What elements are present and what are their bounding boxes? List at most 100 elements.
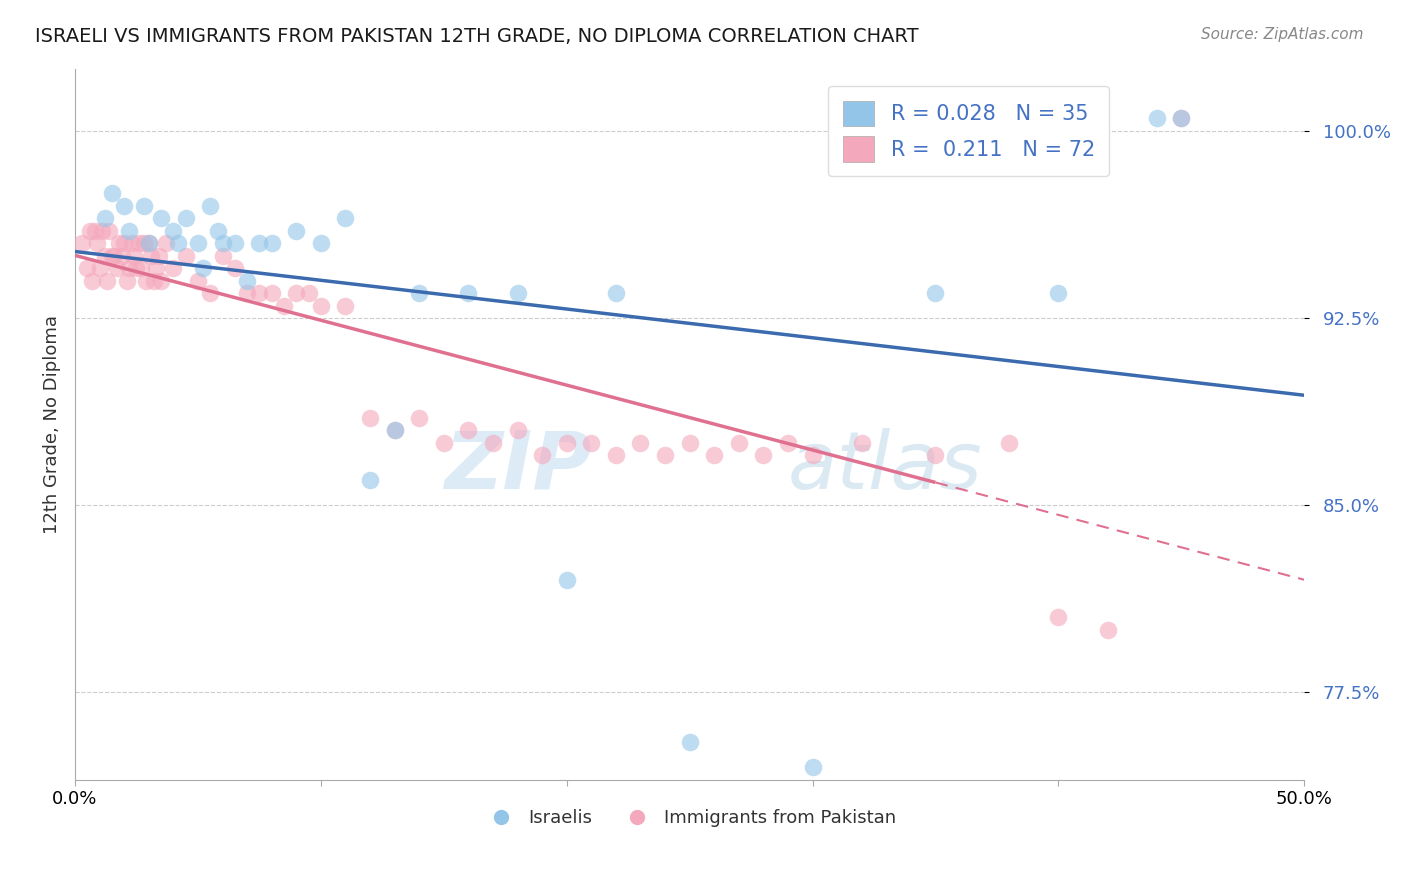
Point <box>752 448 775 462</box>
Point <box>1097 623 1119 637</box>
Point <box>1170 112 1192 126</box>
Point <box>703 448 725 462</box>
Point <box>384 423 406 437</box>
Point <box>1146 112 1168 126</box>
Point <box>297 286 319 301</box>
Point <box>138 236 160 251</box>
Point <box>1170 112 1192 126</box>
Point <box>93 211 115 226</box>
Point <box>309 236 332 251</box>
Point <box>801 760 824 774</box>
Point <box>72 236 94 251</box>
Point <box>96 274 118 288</box>
Point <box>224 236 246 251</box>
Point <box>187 274 209 288</box>
Point <box>155 236 177 251</box>
Point <box>555 573 578 587</box>
Point <box>135 274 157 288</box>
Point <box>260 236 283 251</box>
Point <box>112 236 135 251</box>
Point <box>285 224 308 238</box>
Point <box>581 435 603 450</box>
Point <box>76 261 98 276</box>
Point <box>1047 610 1070 624</box>
Point <box>145 261 167 276</box>
Point <box>924 286 946 301</box>
Point <box>132 199 155 213</box>
Point <box>101 249 124 263</box>
Point <box>678 735 700 749</box>
Point <box>79 224 101 238</box>
Point <box>207 224 229 238</box>
Point <box>1047 286 1070 301</box>
Point <box>359 473 381 487</box>
Point <box>224 261 246 276</box>
Point <box>167 236 190 251</box>
Point <box>654 448 676 462</box>
Point <box>457 423 479 437</box>
Point <box>408 410 430 425</box>
Point <box>605 448 627 462</box>
Point <box>211 249 233 263</box>
Point <box>506 423 529 437</box>
Point <box>142 274 165 288</box>
Point <box>776 435 799 450</box>
Point <box>998 435 1021 450</box>
Y-axis label: 12th Grade, No Diploma: 12th Grade, No Diploma <box>44 315 60 533</box>
Point <box>101 186 124 201</box>
Point <box>630 435 652 450</box>
Point <box>118 261 141 276</box>
Point <box>98 224 121 238</box>
Text: ZIP: ZIP <box>444 428 592 506</box>
Point <box>555 435 578 450</box>
Point <box>200 199 222 213</box>
Point <box>138 236 160 251</box>
Point <box>111 249 134 263</box>
Point <box>211 236 233 251</box>
Point <box>132 236 155 251</box>
Point <box>727 435 749 450</box>
Point <box>285 286 308 301</box>
Point <box>150 211 173 226</box>
Point <box>335 299 357 313</box>
Point <box>482 435 505 450</box>
Legend: Israelis, Immigrants from Pakistan: Israelis, Immigrants from Pakistan <box>475 802 904 835</box>
Point <box>506 286 529 301</box>
Point <box>236 286 259 301</box>
Point <box>150 274 173 288</box>
Text: Source: ZipAtlas.com: Source: ZipAtlas.com <box>1201 27 1364 42</box>
Point <box>260 286 283 301</box>
Point <box>309 299 332 313</box>
Point <box>83 224 105 238</box>
Point <box>247 236 270 251</box>
Point <box>162 261 184 276</box>
Point <box>801 448 824 462</box>
Point <box>457 286 479 301</box>
Point <box>89 261 111 276</box>
Point <box>174 211 197 226</box>
Point <box>247 286 270 301</box>
Point <box>531 448 554 462</box>
Point <box>162 224 184 238</box>
Point <box>236 274 259 288</box>
Point <box>335 211 357 226</box>
Text: ISRAELI VS IMMIGRANTS FROM PAKISTAN 12TH GRADE, NO DIPLOMA CORRELATION CHART: ISRAELI VS IMMIGRANTS FROM PAKISTAN 12TH… <box>35 27 918 45</box>
Point <box>174 249 197 263</box>
Point <box>433 435 456 450</box>
Point <box>122 249 145 263</box>
Point <box>118 224 141 238</box>
Point <box>408 286 430 301</box>
Point <box>115 274 138 288</box>
Point <box>191 261 214 276</box>
Point <box>200 286 222 301</box>
Point <box>148 249 170 263</box>
Point <box>112 199 135 213</box>
Point <box>121 236 143 251</box>
Point <box>105 261 128 276</box>
Point <box>125 261 148 276</box>
Point <box>678 435 700 450</box>
Point <box>128 236 150 251</box>
Point <box>82 274 104 288</box>
Point <box>108 236 131 251</box>
Point <box>91 224 114 238</box>
